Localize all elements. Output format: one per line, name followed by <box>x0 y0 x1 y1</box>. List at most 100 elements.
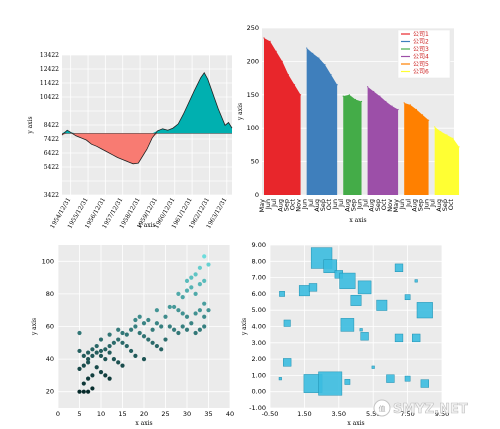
data-point <box>385 100 387 103</box>
scatter-point <box>77 389 82 394</box>
data-point <box>379 95 381 97</box>
scatter-point <box>107 350 112 355</box>
scatter-point <box>129 348 134 354</box>
watermark-badge-icon <box>373 399 391 417</box>
x-axis-label: x axis <box>135 420 152 427</box>
scatter-point <box>98 348 104 354</box>
ytick-label: 6422 <box>44 150 59 157</box>
area-公司4 <box>367 86 399 195</box>
area-公司1 <box>264 38 301 195</box>
ytick-label: 8.00 <box>252 257 266 265</box>
scatter-square <box>308 283 318 292</box>
xtick-label: Jul <box>429 199 437 208</box>
xtick-label: 1.50 <box>297 410 311 418</box>
scatter-point <box>159 347 164 352</box>
scatter-point <box>202 301 207 306</box>
scatter-point <box>202 314 207 319</box>
scatter-point <box>86 357 91 362</box>
legend-label: 公司4 <box>413 54 429 61</box>
chart-scatter-squares: -0.50 1.50 3.50 5.50 7.50 9.50 -1.00 0.00 1.00 2.… <box>241 241 449 427</box>
ytick-label: 60 <box>46 323 54 331</box>
scatter-square <box>278 377 282 381</box>
xtick-label: Jul <box>404 199 412 208</box>
scatter-point <box>94 350 99 355</box>
area-公司2 <box>306 48 338 195</box>
ytick-label: 9.00 <box>252 241 266 249</box>
scatter-point <box>197 265 202 270</box>
scatter-point <box>103 357 108 362</box>
xtick-label: Aug <box>343 199 351 212</box>
xtick-label: Aug <box>313 199 321 212</box>
scatter-point <box>180 295 185 300</box>
data-point <box>409 104 411 106</box>
legend-label: 公司1 <box>413 31 429 38</box>
scatter-point <box>120 340 125 345</box>
scatter-point <box>167 324 172 329</box>
ytick-label: 150 <box>247 91 259 99</box>
scatter-point <box>129 327 134 332</box>
data-point <box>440 130 442 133</box>
scatter-point <box>141 334 147 339</box>
scatter-point <box>90 373 95 378</box>
ytick-label: 11422 <box>40 80 59 87</box>
data-point <box>415 108 417 111</box>
scatter-point <box>90 347 95 352</box>
scatter-square <box>394 263 404 272</box>
ytick-label: 6.00 <box>252 290 266 298</box>
scatter-point <box>184 327 190 332</box>
scatter-point <box>103 373 108 378</box>
xtick-label: Aug <box>410 199 418 212</box>
xtick-label: Jul <box>337 199 345 208</box>
scatter-point <box>202 324 207 329</box>
ytick-label: 100 <box>42 257 54 265</box>
y-axis-label: y axis <box>241 318 248 336</box>
xtick-label: 9.50 <box>435 410 449 418</box>
scatter-point <box>81 389 86 394</box>
xtick-label: Sep <box>374 199 382 211</box>
xtick-label: 0 <box>56 410 60 418</box>
area-公司6 <box>434 126 460 195</box>
data-point <box>275 50 277 52</box>
scatter-square <box>283 358 292 367</box>
scatter-square <box>340 318 355 332</box>
scatter-point <box>116 360 121 365</box>
ytick-label: 5.00 <box>252 306 266 314</box>
ytick-label: 50 <box>251 158 259 166</box>
xtick-label: 30 <box>183 410 191 418</box>
xtick-label: 40 <box>226 410 234 418</box>
scatter-point <box>77 348 82 354</box>
xtick-label: Oct <box>325 199 333 211</box>
xtick-label: Jun <box>264 199 272 210</box>
ytick-label: 2.00 <box>252 355 266 363</box>
scatter-point <box>154 321 159 326</box>
data-point <box>287 74 289 76</box>
scatter-point <box>197 327 202 332</box>
xtick-label: 10 <box>97 410 105 418</box>
ytick-label: 0.00 <box>252 388 266 396</box>
scatter-point <box>167 304 172 310</box>
xtick-label: -0.50 <box>262 410 279 418</box>
scatter-point <box>163 314 168 319</box>
scatter-point <box>137 314 142 319</box>
scatter-point <box>154 308 159 313</box>
xtick-label: 7.50 <box>400 410 414 418</box>
scatter-point <box>193 311 198 316</box>
ytick-label: 12422 <box>40 66 59 73</box>
scatter-point <box>197 308 202 313</box>
scatter-point <box>193 291 198 296</box>
data-point <box>324 64 326 66</box>
ytick-label: 3422 <box>44 192 59 199</box>
ytick-label: 0 <box>255 191 259 199</box>
legend-label: 公司6 <box>413 69 429 76</box>
scatter-point <box>120 330 125 336</box>
data-point <box>367 86 369 88</box>
scatter-point <box>86 350 91 355</box>
scatter-point <box>81 353 86 358</box>
xtick-label: 35 <box>204 410 212 418</box>
scatter-point <box>107 343 112 349</box>
scatter-point <box>202 278 207 283</box>
scatter-square <box>394 333 404 343</box>
data-point <box>397 108 399 111</box>
